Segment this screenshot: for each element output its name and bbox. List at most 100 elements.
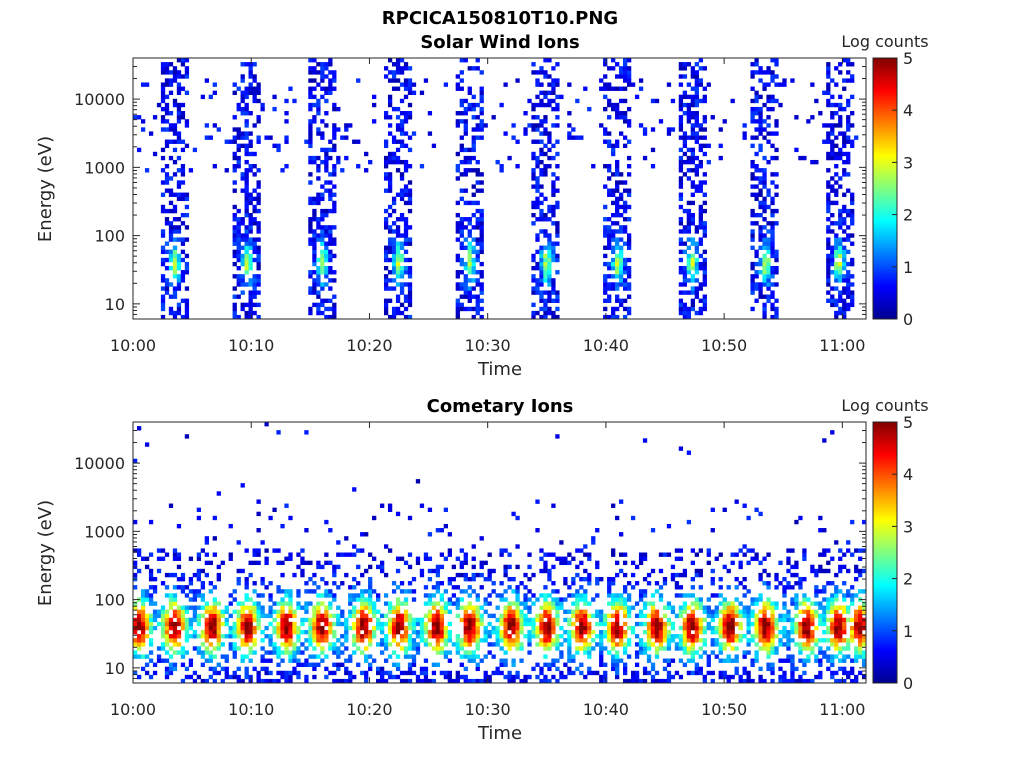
solar-wind-spectrogram-cell (627, 156, 631, 160)
solar-wind-spectrogram-cell (691, 168, 695, 172)
solar-wind-spectrogram-cell (384, 225, 388, 229)
solar-wind-spectrogram-cell (388, 115, 392, 119)
solar-wind-colorbar-tick-label: 0 (903, 310, 913, 329)
solar-wind-spectrogram-cell (611, 172, 615, 176)
solar-wind-spectrogram-cell (468, 307, 472, 311)
cometary-spectrogram-cell (213, 646, 217, 650)
solar-wind-spectrogram-cell (547, 58, 551, 62)
cometary-spectrogram-cell (547, 573, 551, 577)
cometary-spectrogram-cell (786, 646, 790, 650)
cometary-spectrogram-cell (468, 601, 472, 605)
solar-wind-spectrogram-cell (687, 217, 691, 221)
cometary-spectrogram-cell (408, 667, 412, 671)
solar-wind-spectrogram-cell (551, 254, 555, 258)
cometary-spectrogram-cell (141, 618, 145, 622)
cometary-spectrogram-cell (201, 650, 205, 654)
cometary-spectrogram-cell (201, 630, 205, 634)
cometary-spectrogram-cell (460, 548, 464, 552)
solar-wind-spectrogram-cell (551, 87, 555, 91)
cometary-spectrogram-cell (464, 675, 468, 679)
solar-wind-spectrogram-cell (245, 250, 249, 254)
solar-wind-spectrogram-cell (476, 168, 480, 172)
solar-wind-spectrogram-cell (603, 131, 607, 135)
solar-wind-spectrogram-cell (782, 82, 786, 86)
cometary-spectrogram-cell (774, 622, 778, 626)
cometary-spectrogram-cell (428, 593, 432, 597)
cometary-spectrogram-cell (149, 577, 153, 581)
solar-wind-spectrogram-cell (464, 131, 468, 135)
solar-wind-spectrogram-cell (308, 172, 312, 176)
solar-wind-spectrogram-cell (826, 193, 830, 197)
cometary-spectrogram-cell (683, 606, 687, 610)
solar-wind-spectrogram-cell (165, 286, 169, 290)
solar-wind-spectrogram-cell (237, 156, 241, 160)
cometary-spectrogram-cell (189, 577, 193, 581)
cometary-spectrogram-cell (448, 532, 452, 536)
cometary-spectrogram-cell (579, 622, 583, 626)
solar-wind-spectrogram-cell (233, 152, 237, 156)
solar-wind-spectrogram-cell (619, 278, 623, 282)
solar-wind-spectrogram-cell (551, 250, 555, 254)
cometary-spectrogram-cell (137, 618, 141, 622)
solar-wind-spectrogram-cell (762, 225, 766, 229)
solar-wind-spectrogram-cell (253, 221, 257, 225)
cometary-spectrogram-cell (579, 561, 583, 565)
cometary-spectrogram-cell (683, 626, 687, 630)
solar-wind-x-tick-label: 10:50 (701, 336, 747, 355)
solar-wind-spectrogram-cell (460, 144, 464, 148)
cometary-spectrogram-cell (404, 589, 408, 593)
cometary-spectrogram-cell (683, 638, 687, 642)
solar-wind-spectrogram-cell (535, 176, 539, 180)
cometary-spectrogram-cell (727, 569, 731, 573)
solar-wind-spectrogram-cell (253, 258, 257, 262)
solar-wind-spectrogram-cell (547, 290, 551, 294)
solar-wind-spectrogram-cell (679, 184, 683, 188)
solar-wind-spectrogram-cell (543, 270, 547, 274)
solar-wind-spectrogram-cell (165, 266, 169, 270)
cometary-spectrogram-cell (484, 577, 488, 581)
cometary-spectrogram-cell (567, 630, 571, 634)
solar-wind-spectrogram-cell (169, 123, 173, 127)
solar-wind-spectrogram-cell (169, 62, 173, 66)
cometary-spectrogram-cell (392, 626, 396, 630)
solar-wind-spectrogram-cell (770, 74, 774, 78)
cometary-spectrogram-cell (444, 634, 448, 638)
cometary-spectrogram-cell (376, 671, 380, 675)
solar-wind-spectrogram-cell (770, 282, 774, 286)
solar-wind-spectrogram-cell (846, 160, 850, 164)
cometary-spectrogram-cell (197, 593, 201, 597)
solar-wind-spectrogram-cell (679, 176, 683, 180)
solar-wind-spectrogram-cell (703, 87, 707, 91)
solar-wind-spectrogram-cell (237, 127, 241, 131)
solar-wind-spectrogram-cell (284, 119, 288, 123)
solar-wind-spectrogram-cell (539, 254, 543, 258)
solar-wind-spectrogram-cell (464, 127, 468, 131)
solar-wind-spectrogram-cell (460, 217, 464, 221)
solar-wind-spectrogram-cell (137, 148, 141, 152)
solar-wind-spectrogram-cell (770, 229, 774, 233)
cometary-spectrogram-cell (149, 585, 153, 589)
cometary-spectrogram-cell (356, 618, 360, 622)
cometary-spectrogram-cell (770, 634, 774, 638)
solar-wind-spectrogram-cell (826, 229, 830, 233)
solar-wind-spectrogram-cell (719, 144, 723, 148)
solar-wind-spectrogram-cell (611, 193, 615, 197)
cometary-spectrogram-cell (145, 597, 149, 601)
cometary-spectrogram-cell (531, 618, 535, 622)
cometary-spectrogram-cell (245, 667, 249, 671)
solar-wind-spectrogram-cell (838, 250, 842, 254)
cometary-spectrogram-cell (555, 589, 559, 593)
solar-wind-spectrogram-cell (699, 82, 703, 86)
solar-wind-spectrogram-cell (460, 58, 464, 62)
solar-wind-spectrogram-cell (762, 176, 766, 180)
cometary-spectrogram-cell (770, 614, 774, 618)
solar-wind-spectrogram-cell (687, 262, 691, 266)
cometary-spectrogram-cell (503, 548, 507, 552)
cometary-spectrogram-cell (332, 634, 336, 638)
cometary-spectrogram-cell (659, 569, 663, 573)
cometary-spectrogram-cell (543, 663, 547, 667)
cometary-spectrogram-cell (472, 618, 476, 622)
solar-wind-spectrogram-cell (770, 270, 774, 274)
cometary-spectrogram-cell (161, 630, 165, 634)
solar-wind-spectrogram-cell (695, 242, 699, 246)
